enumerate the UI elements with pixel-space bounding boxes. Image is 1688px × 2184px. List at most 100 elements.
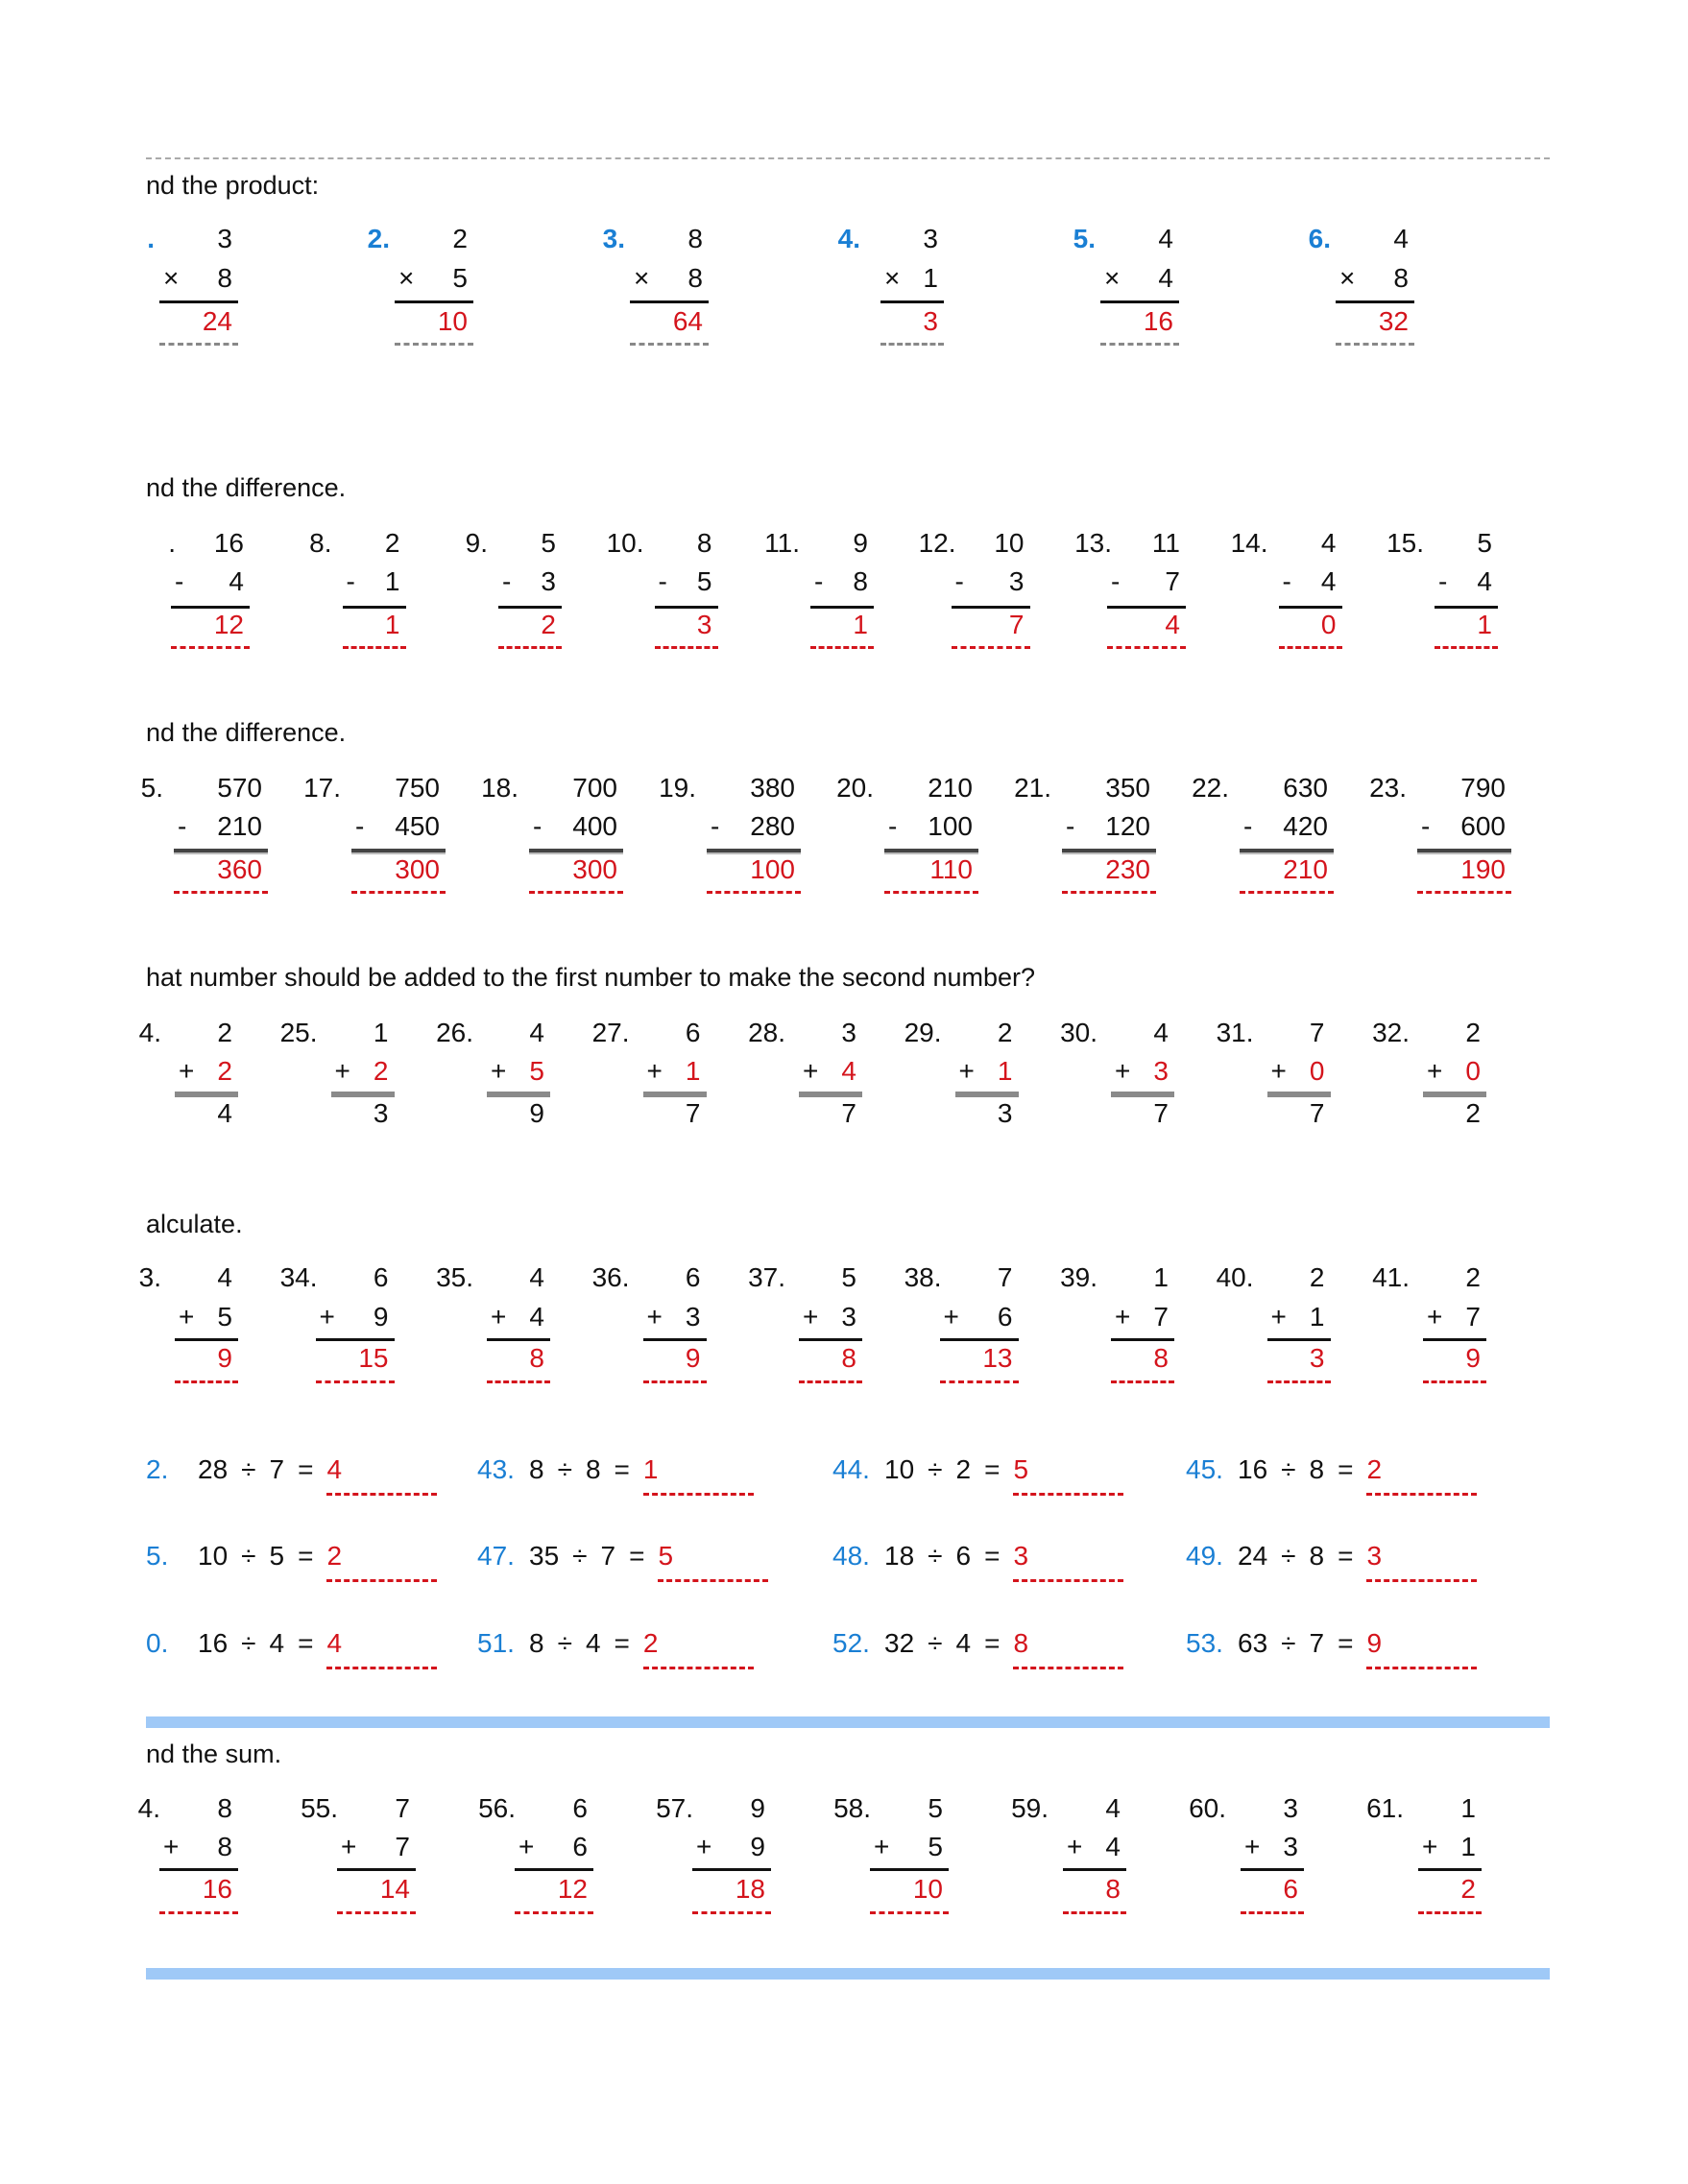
second-operand: 6: [997, 1302, 1013, 1332]
answer-addend[interactable]: 2: [217, 1056, 232, 1086]
answer-dashed-underline: [707, 891, 801, 894]
answer-field[interactable]: 8: [1013, 1628, 1124, 1669]
answer-addend[interactable]: 2: [373, 1056, 389, 1086]
answer-result[interactable]: 190: [1460, 854, 1506, 884]
first-operand: 4: [1158, 224, 1173, 253]
problem-number: 53.: [1186, 1628, 1223, 1658]
answer-field[interactable]: 3: [1013, 1541, 1124, 1582]
answer-dashed-underline: [1366, 1667, 1478, 1669]
sum-result: 2: [1465, 1098, 1481, 1128]
answer-line: [175, 1092, 238, 1097]
problem-number: 17.: [303, 773, 341, 803]
dividend: 18: [884, 1541, 915, 1571]
answer-result[interactable]: 64: [672, 306, 703, 336]
answer-result[interactable]: 8: [529, 1343, 544, 1373]
answer-result[interactable]: 110: [929, 854, 973, 884]
first-operand: 10: [994, 528, 1025, 558]
answer-result[interactable]: 24: [202, 306, 232, 336]
answer-result[interactable]: 14: [379, 1874, 410, 1904]
answer-field[interactable]: 3: [1366, 1541, 1478, 1582]
answer-result[interactable]: 3: [1309, 1343, 1325, 1373]
answer-addend[interactable]: 3: [1153, 1056, 1169, 1086]
answer-dashed-underline: [175, 1380, 238, 1383]
answer-dashed-underline: [487, 1380, 550, 1383]
answer-field[interactable]: 2: [1366, 1454, 1478, 1496]
answer-field[interactable]: 9: [1366, 1628, 1478, 1669]
answer-dashed-underline: [337, 1911, 416, 1914]
answer-result[interactable]: 18: [735, 1874, 765, 1904]
operator: +: [491, 1056, 507, 1086]
answer-addend[interactable]: 4: [841, 1056, 856, 1086]
answer-field[interactable]: 5: [1013, 1454, 1124, 1496]
answer-dashed-underline: [1013, 1579, 1124, 1582]
answer-line: [642, 1092, 707, 1097]
answer-line: [707, 849, 801, 854]
answer-result[interactable]: 15: [358, 1343, 389, 1373]
first-operand: 4: [529, 1018, 544, 1047]
divisor: 4: [269, 1628, 285, 1658]
answer-dashed-underline: [1278, 646, 1342, 649]
answer-result[interactable]: 3: [923, 306, 938, 336]
answer-result[interactable]: 6: [1283, 1874, 1298, 1904]
answer-addend[interactable]: 5: [529, 1056, 544, 1086]
answer-field[interactable]: 1: [642, 1454, 754, 1496]
answer-line: [1100, 300, 1179, 303]
answer-result[interactable]: 1: [384, 610, 400, 639]
answer-result[interactable]: 16: [1143, 306, 1173, 336]
answer-result[interactable]: 12: [213, 610, 244, 639]
answer-result[interactable]: 9: [685, 1343, 701, 1373]
problem-number: 57.: [656, 1793, 693, 1823]
answer-result[interactable]: 32: [1378, 306, 1409, 336]
answer-result[interactable]: 4: [1165, 610, 1180, 639]
answer-result[interactable]: 10: [437, 306, 468, 336]
answer-result[interactable]: 300: [572, 854, 617, 884]
dividend: 63: [1238, 1628, 1268, 1658]
answer-result[interactable]: 210: [1283, 854, 1328, 884]
answer-addend[interactable]: 1: [685, 1056, 701, 1086]
answer-line: [515, 1868, 593, 1871]
answer-result[interactable]: 12: [557, 1874, 588, 1904]
answer-result[interactable]: 0: [1320, 610, 1337, 639]
answer-result[interactable]: 16: [202, 1874, 232, 1904]
answer-line: [642, 1338, 707, 1341]
answer-dashed-underline: [1417, 891, 1511, 894]
answer-result[interactable]: 230: [1105, 854, 1150, 884]
answer-result[interactable]: 3: [696, 610, 712, 639]
answer-addend[interactable]: 0: [1309, 1056, 1325, 1086]
answer-result[interactable]: 360: [217, 854, 262, 884]
answer-result[interactable]: 8: [1153, 1343, 1169, 1373]
answer-line: [529, 849, 623, 854]
answer-result[interactable]: 300: [395, 854, 440, 884]
answer-line: [174, 849, 268, 854]
answer-field[interactable]: 2: [642, 1628, 754, 1669]
problem-number: 35.: [436, 1262, 473, 1292]
answer-result[interactable]: 1: [853, 610, 868, 639]
second-operand: 4: [1320, 566, 1337, 596]
answer-field[interactable]: 5: [658, 1541, 769, 1582]
second-operand: 4: [529, 1302, 544, 1332]
answer-result[interactable]: 2: [541, 610, 556, 639]
answer-field[interactable]: 2: [326, 1541, 438, 1582]
answer-addend[interactable]: 0: [1465, 1056, 1481, 1086]
answer-result[interactable]: 9: [217, 1343, 232, 1373]
answer-result[interactable]: 8: [841, 1343, 856, 1373]
answer-line: [1111, 1338, 1174, 1341]
operator: +: [334, 1056, 350, 1086]
answer-result[interactable]: 1: [1477, 610, 1492, 639]
operator: ×: [634, 263, 650, 293]
answer-result[interactable]: 13: [982, 1343, 1013, 1373]
answer-dashed-underline: [342, 646, 406, 649]
problem-number: 61.: [1366, 1793, 1404, 1823]
first-operand: 4: [1153, 1018, 1169, 1047]
answer-result[interactable]: 2: [1460, 1874, 1476, 1904]
answer-result[interactable]: 7: [1008, 610, 1025, 639]
answer-result[interactable]: 100: [750, 854, 795, 884]
section-divider-bar-bottom: [146, 1968, 1550, 1980]
answer-result[interactable]: 8: [1105, 1874, 1121, 1904]
answer-addend[interactable]: 1: [997, 1056, 1013, 1086]
answer-field[interactable]: 4: [326, 1628, 438, 1669]
answer-result[interactable]: 9: [1465, 1343, 1481, 1373]
dividend: 8: [529, 1628, 544, 1658]
answer-result[interactable]: 10: [912, 1874, 943, 1904]
answer-field[interactable]: 4: [326, 1454, 438, 1496]
